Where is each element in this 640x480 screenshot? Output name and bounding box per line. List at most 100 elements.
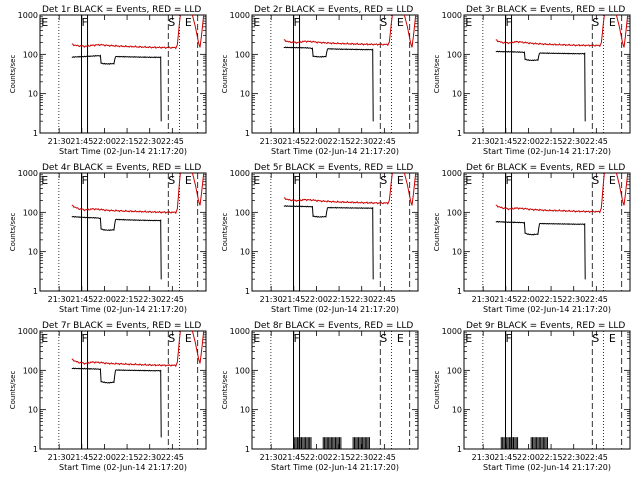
events-series-line [283, 46, 374, 122]
marker-label-e: E [609, 332, 616, 345]
marker-label-e: E [185, 332, 192, 345]
panel-det-7: Det 7r BLACK = Events, RED = LLD 1 10 100 10… [9, 321, 207, 472]
y-tick-label: 1 [457, 129, 462, 138]
x-tick-label: 22:30 [562, 295, 585, 304]
y-axis-label: Counts/sec [433, 371, 441, 410]
events-series-line [283, 205, 374, 280]
plot-frame [39, 14, 207, 134]
panel-det-4: Det 4r BLACK = Events, RED = LLD 1 10 100 10… [9, 163, 207, 314]
y-tick-label: 100 [235, 366, 250, 375]
lld-series-tail [615, 14, 629, 48]
y-tick-label: 1000 [230, 327, 250, 336]
marker-label-e: E [397, 16, 404, 29]
x-tick-label: 21:30 [472, 453, 495, 462]
x-tick-label: 21:30 [48, 453, 71, 462]
x-tick-label: 22:45 [585, 453, 608, 462]
plot-frame [251, 330, 419, 450]
marker-label-f: F [506, 332, 512, 345]
x-tick-label: 22:45 [373, 295, 396, 304]
y-axis-label: Counts/sec [433, 55, 441, 94]
marker-label-s: S [592, 332, 599, 345]
x-tick-label: 22:45 [373, 137, 396, 146]
marker-label-s: S [592, 16, 599, 29]
y-tick-label: 1000 [442, 11, 462, 20]
panel-title: Det 7r BLACK = Events, RED = LLD [42, 321, 201, 331]
x-tick-label: 21:45 [494, 137, 517, 146]
marker-label-e: E [397, 332, 404, 345]
marker-label-f: F [294, 332, 300, 345]
y-tick-label: 10 [240, 248, 250, 257]
lld-series-tail [403, 172, 417, 206]
marker-label-s: S [380, 16, 387, 29]
panel-title: Det 4r BLACK = Events, RED = LLD [42, 163, 201, 173]
x-axis-label: Start Time (02-Jun-14 21:17:20) [271, 147, 399, 156]
x-tick-label: 21:45 [282, 137, 305, 146]
y-tick-label: 100 [23, 50, 38, 59]
marker-label-e: E [185, 174, 192, 187]
x-tick-label: 21:30 [472, 295, 495, 304]
y-tick-label: 100 [235, 50, 250, 59]
x-tick-label: 21:45 [70, 453, 93, 462]
y-tick-label: 10 [28, 406, 38, 415]
marker-label-e: E [253, 174, 260, 187]
panel-det-2: Det 2r BLACK = Events, RED = LLD 1 10 100 10… [221, 5, 419, 156]
marker-label-e: E [41, 332, 48, 345]
lld-series-line [283, 15, 393, 47]
y-tick-label: 100 [23, 366, 38, 375]
x-tick-label: 22:30 [350, 453, 373, 462]
marker-label-e: E [465, 16, 472, 29]
y-tick-label: 10 [452, 406, 462, 415]
x-tick-label: 21:45 [70, 295, 93, 304]
x-tick-label: 22:00 [517, 137, 540, 146]
x-tick-label: 22:15 [540, 295, 563, 304]
x-tick-label: 22:00 [93, 453, 116, 462]
x-tick-label: 22:15 [116, 295, 139, 304]
x-tick-label: 22:00 [305, 453, 328, 462]
lld-series-line [71, 15, 181, 50]
marker-label-f: F [294, 16, 300, 29]
x-tick-label: 22:45 [373, 453, 396, 462]
x-axis-label: Start Time (02-Jun-14 21:17:20) [483, 463, 611, 472]
x-axis-label: Start Time (02-Jun-14 21:17:20) [59, 305, 187, 314]
panel-title: Det 9r BLACK = Events, RED = LLD [466, 321, 625, 331]
x-tick-label: 22:15 [328, 295, 351, 304]
y-tick-label: 100 [235, 208, 250, 217]
y-tick-label: 1000 [230, 11, 250, 20]
x-axis-label: Start Time (02-Jun-14 21:17:20) [59, 463, 187, 472]
marker-label-s: S [380, 174, 387, 187]
marker-label-e: E [609, 174, 616, 187]
x-tick-label: 21:30 [260, 295, 283, 304]
x-tick-label: 22:45 [161, 137, 184, 146]
x-tick-label: 22:00 [93, 295, 116, 304]
y-axis-label: Counts/sec [9, 371, 17, 410]
y-tick-label: 10 [452, 248, 462, 257]
x-tick-label: 22:00 [305, 137, 328, 146]
y-tick-label: 1000 [230, 169, 250, 178]
x-tick-label: 21:45 [282, 453, 305, 462]
y-tick-label: 1000 [442, 327, 462, 336]
marker-label-e: E [185, 16, 192, 29]
x-tick-label: 21:45 [494, 295, 517, 304]
x-axis-label: Start Time (02-Jun-14 21:17:20) [483, 305, 611, 314]
y-tick-label: 100 [447, 50, 462, 59]
x-tick-label: 22:00 [305, 295, 328, 304]
lld-series-line [71, 331, 181, 368]
panel-det-5: Det 5r BLACK = Events, RED = LLD 1 10 100 10… [221, 163, 419, 314]
panel-det-1: Det 1r BLACK = Events, RED = LLD 1 10 100 10… [9, 5, 207, 156]
x-tick-label: 22:00 [93, 137, 116, 146]
x-tick-label: 21:45 [494, 453, 517, 462]
panel-title: Det 8r BLACK = Events, RED = LLD [254, 321, 413, 331]
y-tick-label: 10 [452, 90, 462, 99]
y-axis-label: Counts/sec [433, 213, 441, 252]
plot-frame [463, 172, 631, 292]
x-tick-label: 21:30 [48, 137, 71, 146]
events-series-line [71, 215, 162, 280]
x-tick-label: 22:15 [328, 137, 351, 146]
x-tick-label: 22:30 [562, 137, 585, 146]
y-tick-label: 1000 [18, 327, 38, 336]
marker-label-e: E [253, 16, 260, 29]
marker-label-s: S [168, 174, 175, 187]
panel-det-6: Det 6r BLACK = Events, RED = LLD 1 10 100 10… [433, 163, 631, 314]
y-tick-label: 1 [245, 445, 250, 454]
